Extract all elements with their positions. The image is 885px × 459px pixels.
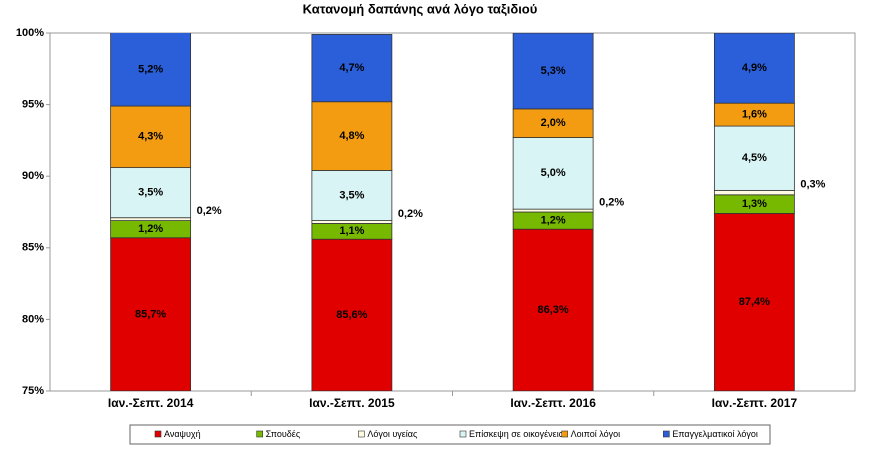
y-tick-label: 100% [16,27,44,39]
legend-label: Λόγοι υγείας [367,429,418,439]
bar-segment [713,190,795,196]
bars [110,33,795,391]
data-label: 1,1% [339,225,364,237]
bar-segment [311,220,393,224]
chart-title: Κατανομή δαπάνης ανά λόγο ταξιδιού [303,1,538,16]
y-tick-label: 75% [22,385,44,397]
data-label: 4,3% [138,131,163,143]
data-label: 87,4% [739,296,770,308]
bar-segment [311,170,393,221]
data-label: 0,2% [599,196,624,208]
y-tick-label: 80% [22,313,44,325]
legend-swatch [459,430,467,438]
data-label: 4,9% [742,62,767,74]
data-label: 1,2% [138,223,163,235]
data-label: 5,2% [138,63,163,75]
data-label: 4,5% [742,152,767,164]
data-label: 3,5% [138,187,163,199]
data-label: 4,7% [339,62,364,74]
legend-label: Αναψυχή [164,429,201,439]
legend [129,424,771,445]
data-label: 0,2% [197,205,222,217]
bar-segment [713,125,795,191]
bar-segment [512,228,594,391]
x-tick-label: Ιαν.-Σεπτ. 2015 [309,396,395,410]
data-label: 4,8% [339,130,364,142]
bar-segment [311,238,393,391]
legend-swatch [154,430,162,438]
bar-segment [512,208,594,213]
data-label: 85,7% [135,308,166,320]
bar-segment [512,33,594,110]
bar-segment [110,217,192,221]
bar-segment [110,167,192,219]
data-label: 0,2% [398,208,423,220]
data-label: 1,6% [742,109,767,121]
x-tick-label: Ιαν.-Σεπτ. 2014 [108,396,194,410]
legend-swatch [256,430,263,438]
data-label: 1,3% [742,198,767,210]
data-label: 85,6% [336,309,367,321]
data-label: 1,2% [541,214,566,226]
data-label: 0,3% [800,179,825,191]
bar-segment [713,213,795,391]
legend-swatch [561,430,568,438]
bar-segment [110,105,192,169]
legend-swatch [663,430,670,438]
legend-swatch [358,430,365,438]
bar-segment [311,101,393,171]
legend-label: Επίσκεψη σε οικογένεια [469,429,564,439]
legend-label: Λοιποί λόγοι [571,429,620,439]
x-tick-label: Ιαν.-Σεπτ. 2016 [510,396,596,410]
x-tick-label: Ιαν.-Σεπτ. 2017 [712,396,798,410]
y-tick-label: 90% [22,170,44,182]
data-label: 2,0% [541,117,566,129]
y-tick-label: 85% [22,242,44,254]
data-label: 5,0% [541,167,566,179]
data-label: 5,3% [541,65,566,77]
bar-segment [110,33,192,107]
legend-label: Σπουδές [266,429,301,439]
bar-segment [713,33,795,104]
y-tick-label: 95% [22,99,44,111]
bar-segment [110,237,192,391]
legend-label: Επαγγελματικοί λόγοι [672,429,758,439]
bar-segment [311,34,393,103]
data-label: 86,3% [538,304,569,316]
bar-segment [512,137,594,210]
data-label: 3,5% [339,189,364,201]
